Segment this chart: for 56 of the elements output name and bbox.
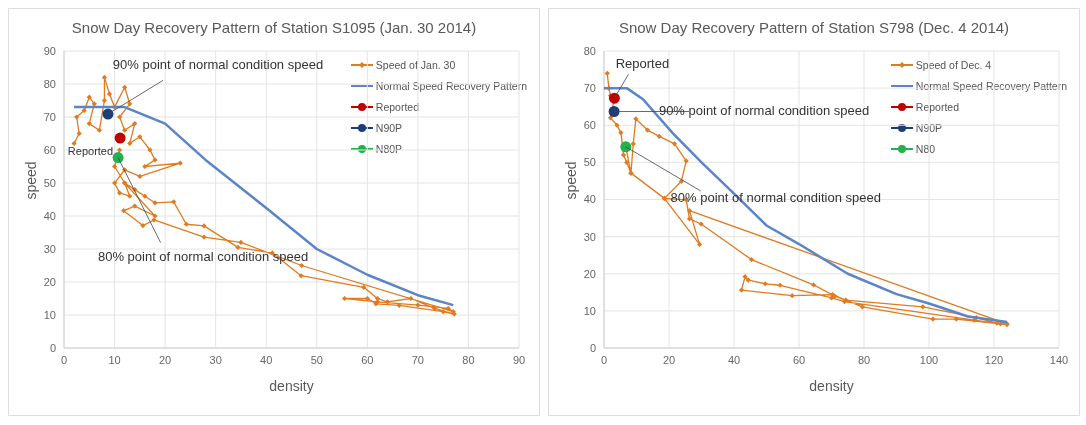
x-tick-label: 40 <box>260 353 273 366</box>
y-tick-label: 50 <box>583 156 596 169</box>
legend-label: Reported <box>375 101 420 113</box>
y-tick-label: 90 <box>43 44 56 57</box>
y-tick-label: 80 <box>583 44 596 57</box>
x-tick-label: 100 <box>919 353 939 366</box>
x-tick-label: 0 <box>600 353 608 366</box>
x-tick-label: 80 <box>857 353 871 366</box>
y-tick-label: 50 <box>43 176 56 189</box>
annotation: Reported <box>615 55 670 71</box>
x-tick-label: 60 <box>792 353 806 366</box>
x-axis-title: density <box>269 378 314 394</box>
y-tick-label: 70 <box>43 110 56 123</box>
legend-label: Speed of Dec. 4 <box>915 59 992 71</box>
y-tick-label: 30 <box>583 230 596 243</box>
x-tick-label: 40 <box>727 353 741 366</box>
legend-label: N90P <box>375 122 403 134</box>
annotation: Reported <box>67 145 114 158</box>
y-tick-label: 60 <box>43 143 56 156</box>
y-tick-label: 10 <box>43 308 56 321</box>
x-tick-label: 80 <box>462 353 475 366</box>
x-tick-label: 50 <box>310 353 323 366</box>
chart-title: Snow Day Recovery Pattern of Station S798 (Dec. 4 2014) <box>617 19 1011 38</box>
annotation: 90% point of normal condition speed <box>112 57 324 73</box>
x-tick-label: 70 <box>411 353 425 366</box>
x-tick-label: 0 <box>60 353 68 366</box>
chart-title: Snow Day Recovery Pattern of Station S1095 (Jan. 30 2014) <box>70 19 478 38</box>
y-tick-label: 40 <box>43 209 56 222</box>
legend-label: Normal Speed Recovery Pattern <box>375 80 527 92</box>
y-tick-label: 70 <box>583 82 596 95</box>
x-tick-label: 60 <box>361 353 374 366</box>
y-tick-label: 40 <box>583 193 596 206</box>
legend-label: Normal Speed Recovery Pattern <box>915 80 1067 92</box>
y-tick-label: 60 <box>583 119 596 132</box>
legend-label: Reported <box>915 101 960 113</box>
y-tick-label: 20 <box>583 267 596 280</box>
x-tick-label: 120 <box>984 353 1004 366</box>
legend-label: N90P <box>915 122 943 134</box>
x-tick-label: 30 <box>209 353 222 366</box>
x-tick-label: 140 <box>1049 353 1069 366</box>
y-axis-title: speed <box>562 161 579 200</box>
x-tick-label: 20 <box>662 353 676 366</box>
y-tick-label: 0 <box>49 341 56 354</box>
y-tick-label: 20 <box>43 275 56 288</box>
y-tick-label: 80 <box>43 77 56 90</box>
y-tick-label: 10 <box>583 304 596 317</box>
legend-label: N80P <box>375 143 403 155</box>
x-tick-label: 10 <box>108 353 121 366</box>
y-tick-label: 0 <box>589 341 596 354</box>
legend-label: Speed of Jan. 30 <box>375 59 456 71</box>
x-tick-label: 20 <box>158 353 172 366</box>
y-tick-label: 30 <box>43 242 56 255</box>
x-tick-label: 90 <box>512 353 526 366</box>
legend-label: N80 <box>915 143 936 155</box>
y-axis-title: speed <box>22 161 39 200</box>
x-axis-title: density <box>809 378 854 394</box>
